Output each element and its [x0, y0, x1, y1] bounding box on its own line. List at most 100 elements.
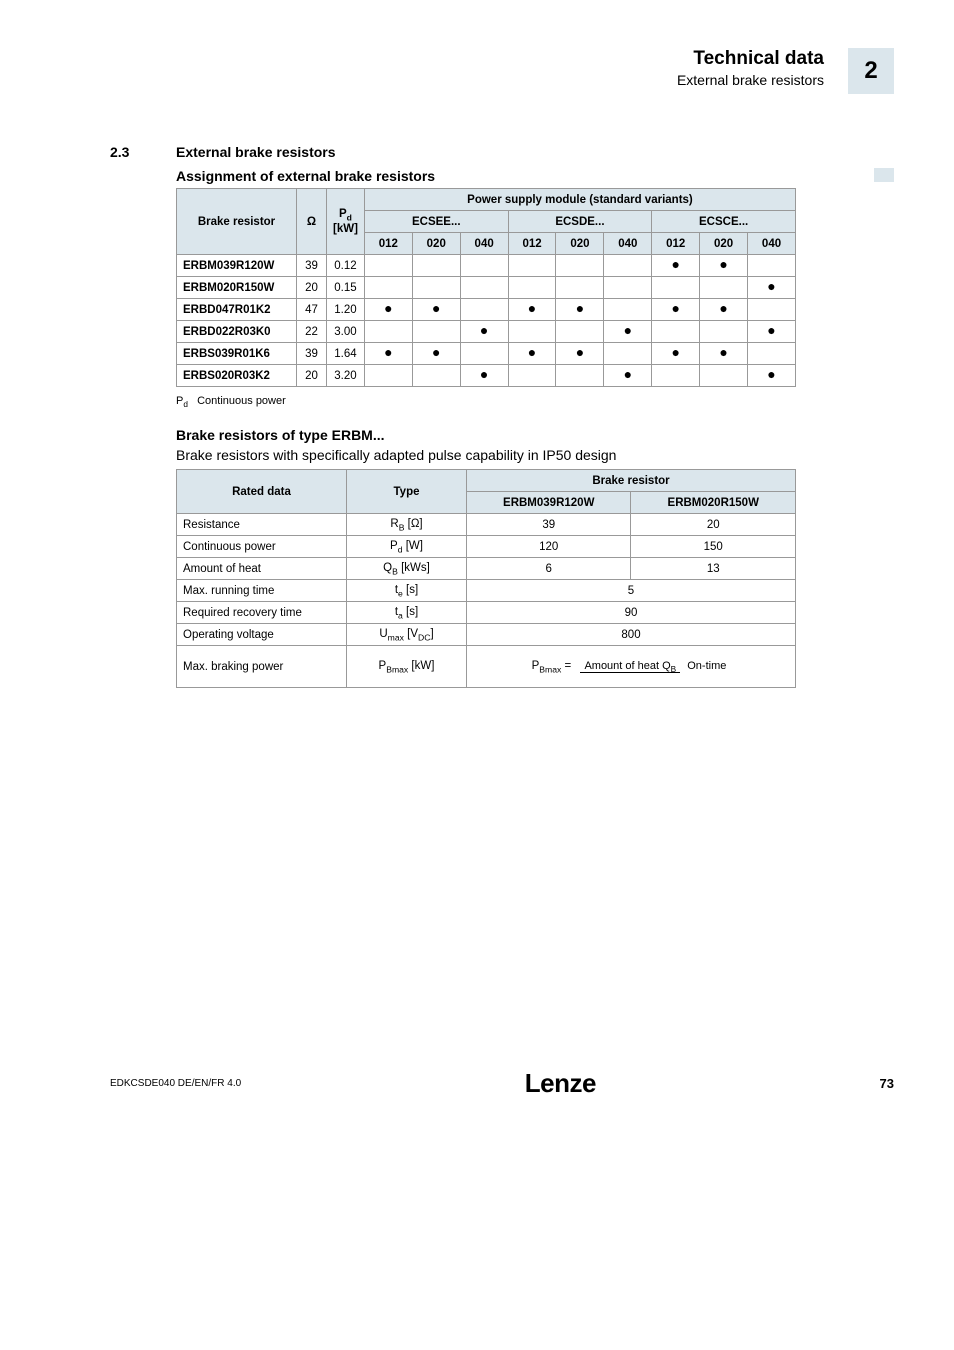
- r6-type: Umax [VDC]: [347, 624, 467, 646]
- table-row: ERBS039R01K6391.64●●●●●●: [177, 343, 796, 365]
- chapter-box: 2: [848, 48, 894, 94]
- dot-cell: ●: [556, 299, 604, 321]
- sub-0: 012: [364, 233, 412, 255]
- dot-cell: ●: [748, 321, 796, 343]
- col-b: ERBM020R150W: [631, 492, 796, 514]
- content: Assignment of external brake resistors B…: [176, 168, 894, 688]
- r2-b: 150: [631, 536, 796, 558]
- resistor-ohm: 39: [297, 343, 327, 365]
- col-pd-unit: [kW]: [333, 223, 358, 235]
- dot-cell: [508, 255, 556, 277]
- dot-cell: ●: [700, 255, 748, 277]
- dot-cell: ●: [604, 365, 652, 387]
- header-subtitle: External brake resistors: [677, 72, 824, 88]
- dot-cell: ●: [508, 343, 556, 365]
- dot-cell: ●: [748, 277, 796, 299]
- dot-cell: [508, 277, 556, 299]
- r3-label: Amount of heat: [177, 558, 347, 580]
- legend: Pd Continuous power: [176, 395, 894, 409]
- dot-cell: ●: [748, 365, 796, 387]
- dot-cell: [364, 255, 412, 277]
- r5-label: Required recovery time: [177, 602, 347, 624]
- dot-cell: [652, 277, 700, 299]
- r3-type: QB [kWs]: [347, 558, 467, 580]
- dot-cell: [556, 255, 604, 277]
- h-rated: Rated data: [177, 470, 347, 514]
- sub-3: 012: [508, 233, 556, 255]
- table-row: ERBM039R120W390.12●●: [177, 255, 796, 277]
- dot-cell: [412, 255, 460, 277]
- side-accent: [874, 168, 894, 182]
- section-heading: 2.3 External brake resistors: [110, 144, 894, 160]
- dot-cell: [460, 277, 508, 299]
- h-type: Type: [347, 470, 467, 514]
- col-pd-sym: P: [339, 208, 347, 220]
- dot-cell: [460, 255, 508, 277]
- table-row: ERBD047R01K2471.20●●●●●●: [177, 299, 796, 321]
- r4-ab: 5: [467, 580, 796, 602]
- dot-cell: [700, 321, 748, 343]
- table-row: ERBS020R03K2203.20●●●: [177, 365, 796, 387]
- col-brake-resistor: Brake resistor: [177, 189, 297, 255]
- r1-a: 39: [467, 514, 631, 536]
- col-pd-sub: d: [347, 213, 352, 223]
- erbm-heading: Brake resistors of type ERBM...: [176, 427, 894, 443]
- erbm-table: Rated data Type Brake resistor ERBM039R1…: [176, 469, 796, 688]
- col-ohm: Ω: [297, 189, 327, 255]
- col-a: ERBM039R120W: [467, 492, 631, 514]
- page-footer: EDKCSDE040 DE/EN/FR 4.0 Lenze 73: [110, 1068, 894, 1099]
- dot-cell: [364, 321, 412, 343]
- dot-cell: [364, 365, 412, 387]
- dot-cell: [748, 255, 796, 277]
- doc-id: EDKCSDE040 DE/EN/FR 4.0: [110, 1078, 241, 1089]
- r4-type: te [s]: [347, 580, 467, 602]
- table-row: Amount of heat QB [kWs] 6 13: [177, 558, 796, 580]
- page-number: 73: [880, 1076, 894, 1091]
- table-row: Continuous power Pd [W] 120 150: [177, 536, 796, 558]
- dot-cell: [748, 343, 796, 365]
- h-brake: Brake resistor: [467, 470, 796, 492]
- sub-2: 040: [460, 233, 508, 255]
- dot-cell: [700, 277, 748, 299]
- dot-cell: ●: [652, 255, 700, 277]
- power-header: Power supply module (standard variants): [364, 189, 795, 211]
- dot-cell: [412, 321, 460, 343]
- dot-cell: [748, 299, 796, 321]
- dot-cell: [604, 343, 652, 365]
- dot-cell: [556, 321, 604, 343]
- dot-cell: [508, 365, 556, 387]
- sub-4: 020: [556, 233, 604, 255]
- r6-ab: 800: [467, 624, 796, 646]
- table-row: Max. running time te [s] 5: [177, 580, 796, 602]
- page-header: Technical data External brake resistors …: [110, 48, 894, 94]
- dot-cell: [556, 365, 604, 387]
- sub-1: 020: [412, 233, 460, 255]
- dot-cell: ●: [460, 321, 508, 343]
- table-row: ERBM020R150W200.15●: [177, 277, 796, 299]
- resistor-name: ERBD022R03K0: [177, 321, 297, 343]
- resistor-ohm: 22: [297, 321, 327, 343]
- resistor-ohm: 47: [297, 299, 327, 321]
- dot-cell: ●: [604, 321, 652, 343]
- resistor-name: ERBD047R01K2: [177, 299, 297, 321]
- dot-cell: [364, 277, 412, 299]
- resistor-name: ERBM039R120W: [177, 255, 297, 277]
- dot-cell: ●: [700, 299, 748, 321]
- table-row: Resistance RB [Ω] 39 20: [177, 514, 796, 536]
- sub-5: 040: [604, 233, 652, 255]
- resistor-name: ERBS020R03K2: [177, 365, 297, 387]
- group-1: ECSDE...: [508, 211, 652, 233]
- resistor-ohm: 20: [297, 277, 327, 299]
- dot-cell: ●: [556, 343, 604, 365]
- resistor-pd: 3.20: [327, 365, 365, 387]
- group-0: ECSEE...: [364, 211, 508, 233]
- assignment-heading: Assignment of external brake resistors: [176, 168, 894, 184]
- sub-6: 012: [652, 233, 700, 255]
- dot-cell: [508, 321, 556, 343]
- resistor-pd: 0.12: [327, 255, 365, 277]
- r5-type: ta [s]: [347, 602, 467, 624]
- table-row: Required recovery time ta [s] 90: [177, 602, 796, 624]
- dot-cell: ●: [652, 299, 700, 321]
- table-row: Operating voltage Umax [VDC] 800: [177, 624, 796, 646]
- dot-cell: ●: [508, 299, 556, 321]
